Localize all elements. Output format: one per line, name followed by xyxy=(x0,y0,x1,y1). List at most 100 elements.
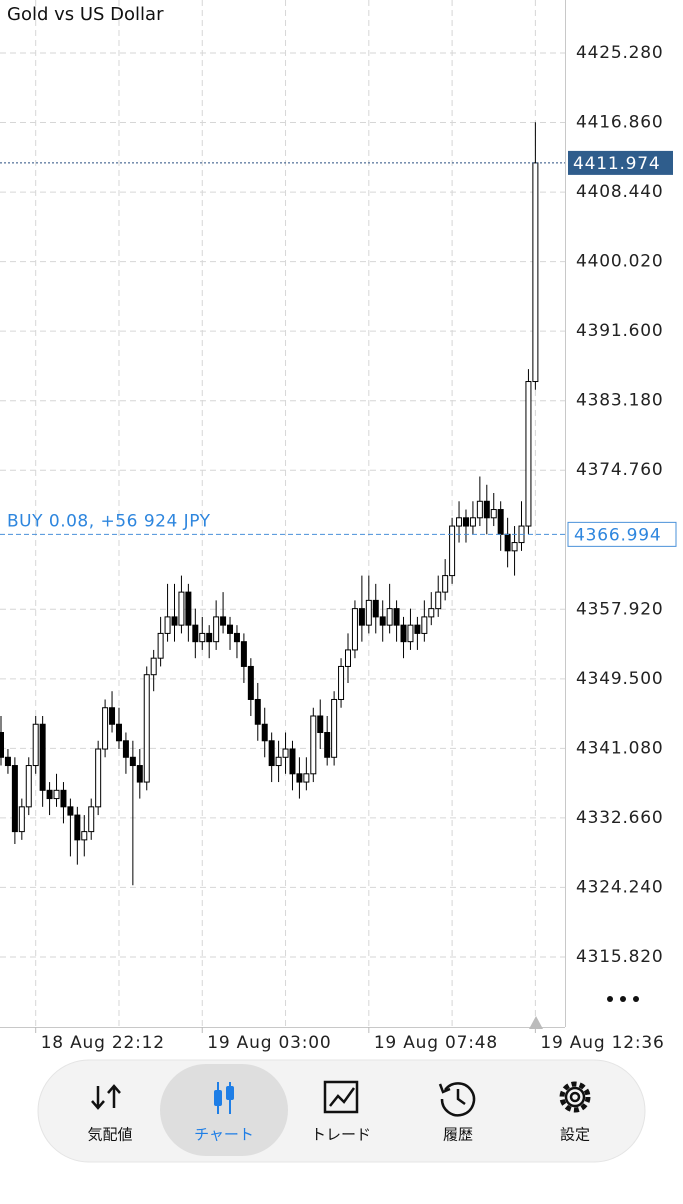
candle-body xyxy=(532,162,539,383)
candle-body xyxy=(331,698,338,758)
candle-body xyxy=(310,715,317,775)
candle-body xyxy=(143,674,150,783)
nav-label: チャート xyxy=(194,1126,254,1144)
nav-tab[interactable]: トレード xyxy=(311,1080,371,1144)
icon-part xyxy=(214,1090,222,1106)
position-label: BUY 0.08, +56 924 JPY xyxy=(7,511,211,531)
y-tick-label: 4391.600 xyxy=(576,321,664,341)
y-tick-label: 4332.660 xyxy=(576,808,664,828)
icon-part xyxy=(226,1086,234,1100)
candle-body xyxy=(0,732,4,758)
candle-body xyxy=(115,723,122,742)
candle-body xyxy=(102,707,109,750)
candle-body xyxy=(109,707,116,725)
candle-body xyxy=(511,542,518,552)
candle-body xyxy=(435,591,442,610)
candle-body xyxy=(358,608,365,626)
icon-part xyxy=(456,1089,466,1106)
x-tick-label: 19 Aug 07:48 xyxy=(374,1033,498,1053)
candle-body xyxy=(129,756,136,767)
candle-body xyxy=(456,517,463,527)
candle-body xyxy=(525,381,532,527)
nav-tab[interactable]: 気配値 xyxy=(87,1084,133,1144)
candle-body xyxy=(372,599,379,618)
y-tick-label: 4400.020 xyxy=(576,252,664,272)
candle-body xyxy=(268,740,275,767)
nav-tab[interactable]: チャート xyxy=(160,1064,288,1156)
y-tick-label: 4416.860 xyxy=(576,113,664,133)
candle-body xyxy=(449,525,456,577)
candle-body xyxy=(414,624,421,634)
candle-body xyxy=(379,616,386,626)
candle-body xyxy=(227,624,234,634)
candle-body xyxy=(324,732,331,758)
candle-body xyxy=(74,814,81,841)
y-tick-label: 4349.500 xyxy=(576,669,664,689)
candle-body xyxy=(261,723,268,742)
candle-body xyxy=(351,608,358,651)
candle-body xyxy=(289,748,296,775)
candle-body xyxy=(338,665,345,700)
candle-body xyxy=(497,509,504,535)
position-price-box xyxy=(567,521,677,547)
nav-icon xyxy=(214,1082,234,1114)
candle-body xyxy=(421,616,428,634)
candle-body xyxy=(18,806,25,833)
candle-body xyxy=(386,608,393,626)
nav-icon xyxy=(559,1081,591,1113)
candle-body xyxy=(282,748,289,758)
nav-icon xyxy=(438,1082,476,1117)
candle-body xyxy=(303,773,310,783)
nav-label: 設定 xyxy=(560,1126,590,1144)
candle-body xyxy=(213,616,220,643)
icon-part xyxy=(438,1083,451,1094)
more-menu[interactable] xyxy=(607,996,639,1002)
nav-label: 気配値 xyxy=(87,1126,132,1144)
candle-body xyxy=(400,624,407,643)
icon-part xyxy=(440,1082,476,1117)
y-tick-label: 4425.280 xyxy=(576,43,664,63)
candle-body xyxy=(25,765,32,808)
icon-part xyxy=(323,1080,359,1114)
candle-body xyxy=(164,616,171,634)
y-tick-label: 4374.760 xyxy=(576,460,664,480)
nav-tab[interactable]: 設定 xyxy=(559,1081,591,1144)
candle-body xyxy=(393,608,400,626)
x-tick-label: 19 Aug 03:00 xyxy=(207,1033,331,1053)
candle-body xyxy=(95,748,102,808)
candle-body xyxy=(60,789,67,808)
icon-part xyxy=(569,1091,581,1103)
candle-body xyxy=(185,591,192,626)
candle-body xyxy=(275,756,282,767)
candle-body xyxy=(178,591,185,626)
scroll-marker xyxy=(529,1016,543,1029)
nav-tab[interactable]: 履歴 xyxy=(438,1082,476,1144)
y-tick-label: 4315.820 xyxy=(576,947,664,967)
icon-part xyxy=(329,1087,356,1107)
x-tick-label: 19 Aug 12:36 xyxy=(540,1033,664,1053)
icon-part xyxy=(559,1081,591,1113)
candle-body xyxy=(240,641,247,667)
candle-body xyxy=(81,831,88,841)
candle-body xyxy=(365,599,372,626)
candle-body xyxy=(46,789,53,800)
candle-body xyxy=(490,509,497,519)
icon-part xyxy=(91,1084,121,1110)
y-tick-label: 4324.240 xyxy=(576,877,664,897)
nav-tab-highlight xyxy=(160,1064,288,1156)
candle-body xyxy=(199,632,206,643)
candle-body xyxy=(442,575,449,593)
nav-icon xyxy=(91,1084,121,1110)
candle-body xyxy=(504,533,511,552)
x-tick-label: 18 Aug 22:12 xyxy=(41,1033,165,1053)
y-tick-label: 4357.920 xyxy=(576,599,664,619)
candle-body xyxy=(150,657,157,676)
candle-body xyxy=(254,698,261,725)
candle-body xyxy=(206,632,213,643)
candle-body xyxy=(407,624,414,643)
nav-icon xyxy=(323,1080,359,1114)
candle-body xyxy=(462,517,469,527)
candle-body xyxy=(32,723,39,767)
dot xyxy=(607,996,613,1002)
